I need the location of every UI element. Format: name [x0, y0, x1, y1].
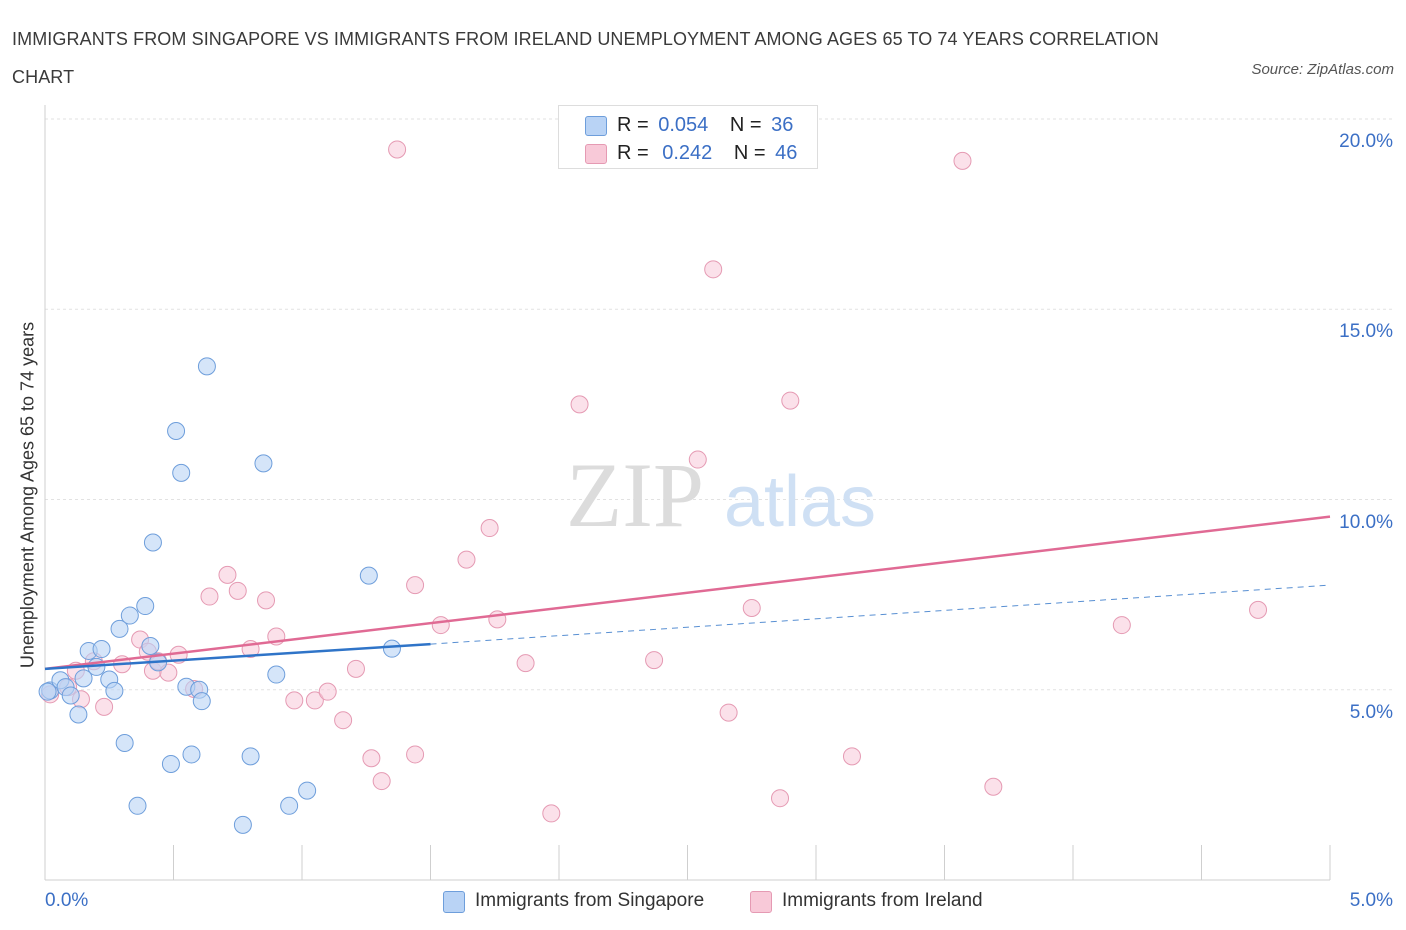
ireland-point	[645, 651, 664, 670]
ireland-point	[218, 565, 237, 584]
y-tick-label: 5.0%	[1349, 701, 1393, 723]
axis-layer	[44, 105, 1331, 881]
singapore-point	[136, 597, 155, 616]
watermark: ZIP atlas	[566, 444, 876, 546]
ireland-point	[704, 260, 723, 279]
ireland-point	[372, 772, 391, 791]
ireland-point	[542, 804, 561, 823]
ireland-point	[771, 789, 790, 808]
singapore-point	[192, 692, 211, 711]
x-tick-label-min: 0.0%	[45, 890, 89, 911]
singapore-point	[382, 639, 401, 658]
ireland-point	[228, 581, 247, 600]
singapore-point	[161, 754, 180, 773]
singapore-point	[141, 637, 160, 655]
singapore-point	[182, 745, 201, 764]
ireland-point	[480, 519, 499, 538]
ireland-point	[742, 598, 761, 617]
legend-r-label: R =	[617, 142, 649, 164]
singapore-point	[69, 705, 88, 724]
singapore-point	[197, 357, 216, 376]
ireland-point	[406, 745, 425, 764]
bottom-legend-label-ireland: Immigrants from Ireland	[782, 890, 983, 911]
ireland-trend-line	[44, 515, 1331, 671]
legend-r-label: R =	[617, 114, 649, 136]
ireland-point	[457, 550, 476, 569]
singapore-point	[233, 815, 252, 834]
legend-swatch-singapore	[585, 116, 607, 136]
singapore-point	[241, 747, 260, 766]
y-tick-label: 20.0%	[1339, 131, 1393, 153]
ireland-point	[781, 391, 800, 410]
trend-layer	[44, 515, 1331, 671]
ireland-point	[285, 691, 304, 710]
singapore-point	[280, 796, 299, 815]
singapore-trend-extension	[430, 584, 1331, 645]
singapore-point	[38, 682, 57, 701]
singapore-point	[359, 566, 378, 585]
singapore-point	[74, 669, 93, 688]
bottom-legend-swatch-singapore	[443, 891, 465, 913]
ireland-point	[388, 140, 407, 159]
ireland-point	[334, 711, 353, 730]
singapore-trend-line	[44, 642, 431, 671]
y-tick-label: 15.0%	[1339, 321, 1393, 343]
ireland-point	[406, 576, 425, 595]
ireland-point	[431, 616, 450, 635]
ireland-point	[842, 747, 861, 766]
ireland-point	[257, 591, 276, 610]
singapore-point	[115, 734, 134, 753]
ireland-point	[318, 682, 337, 701]
legend-n-ireland: 46	[775, 142, 798, 164]
ireland-point	[346, 659, 365, 678]
legend-n-singapore: 36	[771, 114, 794, 136]
singapore-point	[128, 796, 147, 815]
singapore-point	[110, 619, 129, 638]
singapore-point	[120, 606, 139, 625]
x-tick-label-max: 5.0%	[1349, 890, 1393, 911]
bottom-legend-label-singapore: Immigrants from Singapore	[475, 890, 705, 911]
bottom-legend-swatch-ireland	[750, 891, 772, 913]
ireland-point	[688, 450, 707, 469]
ireland-point	[570, 395, 589, 414]
singapore-point	[298, 781, 317, 800]
legend-r-singapore: 0.054	[658, 114, 709, 136]
legend-swatch-ireland	[585, 144, 607, 164]
y-tick-label: 10.0%	[1339, 511, 1393, 533]
ireland-point	[362, 749, 381, 768]
source-label: Source: ZipAtlas.com	[1251, 61, 1394, 78]
ireland-point	[953, 151, 972, 170]
watermark-zip: ZIP	[566, 444, 704, 546]
singapore-point	[61, 686, 80, 705]
singapore-point	[92, 640, 111, 659]
singapore-point	[143, 533, 162, 552]
legend-r-ireland: 0.242	[662, 142, 713, 164]
legend-n-label: N =	[729, 114, 762, 136]
singapore-point	[254, 454, 273, 473]
watermark-atlas: atlas	[724, 462, 876, 542]
singapore-point	[172, 463, 191, 482]
ireland-point	[516, 654, 535, 673]
singapore-point	[267, 665, 286, 684]
ireland-point	[1112, 616, 1131, 635]
y-axis-title: Unemployment Among Ages 65 to 74 years	[17, 321, 38, 669]
grid-layer	[45, 118, 1395, 691]
singapore-point	[167, 422, 186, 441]
ireland-point	[1249, 600, 1268, 619]
ireland-point	[95, 697, 114, 716]
ireland-point	[200, 587, 219, 606]
legend-n-label: N =	[733, 142, 766, 164]
ireland-point	[305, 691, 324, 710]
ireland-point	[719, 703, 738, 722]
singapore-point	[105, 681, 124, 700]
ireland-point	[984, 777, 1003, 796]
correlation-legend: R = 0.054 N = 36 R = 0.242 N = 46	[558, 105, 818, 169]
points-layer	[38, 140, 1268, 834]
chart-title: IMMIGRANTS FROM SINGAPORE VS IMMIGRANTS …	[12, 29, 1159, 87]
